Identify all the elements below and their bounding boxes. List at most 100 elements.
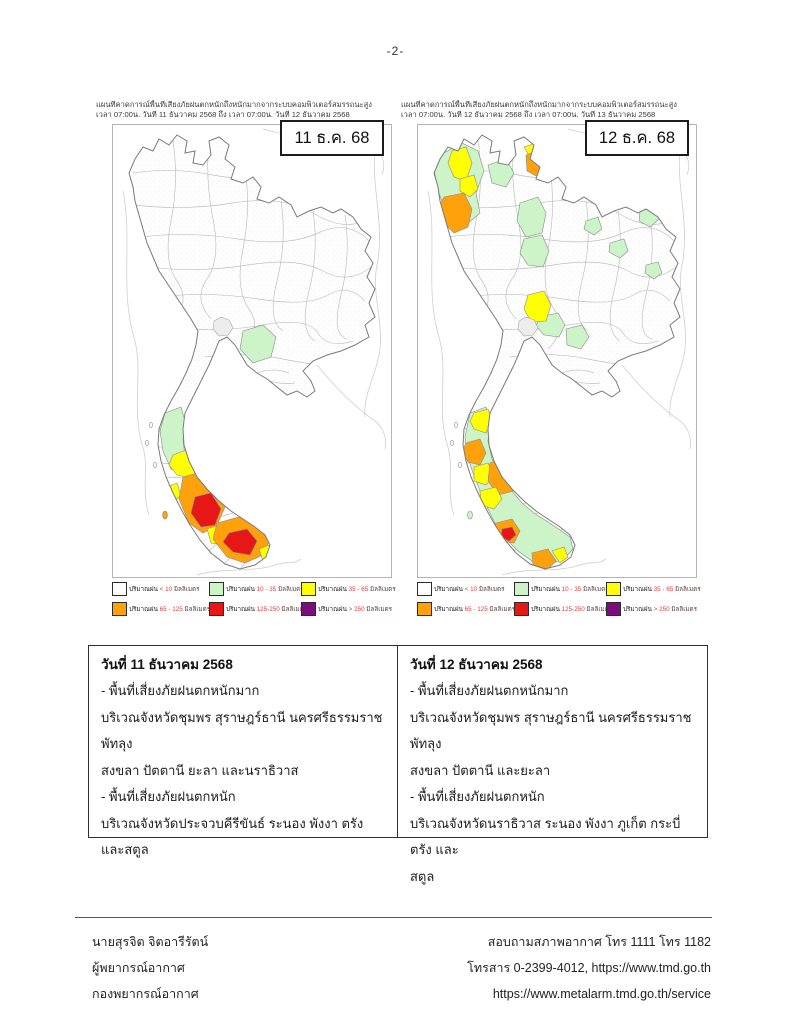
legend-swatch-extreme bbox=[301, 601, 316, 616]
footer-line-forecaster-division: กองพยากรณ์อากาศ bbox=[92, 987, 199, 1001]
legend-prefix: ปริมาณฝน bbox=[434, 585, 463, 593]
footer-line-phone: สอบถามสภาพอากาศ โทร 1111 โทร 1182 bbox=[487, 935, 711, 949]
table-text-line: - พื้นที่เสี่ยงภัยฝนตกหนัก bbox=[101, 789, 236, 804]
table-text-line: - พื้นที่เสี่ยงภัยฝนตกหนัก bbox=[410, 789, 545, 804]
legend-unit: มิลลิเมตร bbox=[675, 585, 701, 593]
legend-prefix: ปริมาณฝน bbox=[531, 585, 560, 593]
legend-unit: มิลลิเมตร bbox=[586, 605, 613, 613]
map-date-label-day2: 12 ธ.ค. 68 bbox=[585, 120, 689, 156]
forecast-map-figure-day1: แผนที่คาดการณ์พื้นที่เสี่ยงภัยฝนตกหนักถึ… bbox=[96, 100, 396, 616]
thailand-rainfall-map-day1 bbox=[122, 128, 386, 576]
map-frame-day1: 11 ธ.ค. 68 bbox=[112, 120, 392, 578]
legend-item: ปริมาณฝน > 250 มิลลิเมตร bbox=[606, 601, 703, 616]
table-text-line: - พื้นที่เสี่ยงภัยฝนตกหนักมาก bbox=[101, 683, 260, 698]
rainfall-legend-day1: ปริมาณฝน < 10 มิลลิเมตร ปริมาณฝน 10 - 35… bbox=[112, 581, 398, 616]
legend-range: 10 - 35 bbox=[561, 585, 582, 593]
legend-range: 35 - 65 bbox=[348, 585, 369, 593]
table-cell-title: วันที่ 11 ธันวาคม 2568 bbox=[101, 657, 233, 672]
legend-item: ปริมาณฝน < 10 มิลลิเมตร bbox=[417, 581, 514, 596]
table-column-day2: วันที่ 12 ธันวาคม 2568 - พื้นที่เสี่ยงภั… bbox=[398, 646, 707, 884]
legend-item: ปริมาณฝน 10 - 35 มิลลิเมตร bbox=[209, 581, 304, 596]
legend-unit: มิลลิเมตร bbox=[671, 605, 697, 613]
map-date-label-day1: 11 ธ.ค. 68 bbox=[280, 120, 384, 156]
legend-item: ปริมาณฝน > 250 มิลลิเมตร bbox=[301, 601, 398, 616]
legend-range: < 10 bbox=[464, 585, 478, 593]
legend-unit: มิลลิเมตร bbox=[583, 585, 609, 593]
legend-prefix: ปริมาณฝน bbox=[318, 585, 347, 593]
table-text-line: - พื้นที่เสี่ยงภัยฝนตกหนักมาก bbox=[410, 683, 569, 698]
footer-line-fax-website: โทรสาร 0-2399-4012, https://www.tmd.go.t… bbox=[467, 961, 711, 975]
legend-range: < 10 bbox=[159, 585, 173, 593]
legend-swatch-none bbox=[112, 581, 127, 596]
legend-unit: มิลลิเมตร bbox=[281, 605, 308, 613]
table-cell-title: วันที่ 12 ธันวาคม 2568 bbox=[410, 657, 543, 672]
map-caption-line1: แผนที่คาดการณ์พื้นที่เสี่ยงภัยฝนตกหนักถึ… bbox=[96, 100, 372, 109]
map-frame-day2: 12 ธ.ค. 68 bbox=[417, 120, 697, 578]
legend-range: 10 - 35 bbox=[256, 585, 277, 593]
legend-item: ปริมาณฝน 125-250 มิลลิเมตร bbox=[209, 601, 307, 616]
table-text-line: บริเวณจังหวัดนราธิวาส ระนอง พังงา ภูเก็ต… bbox=[410, 815, 681, 858]
legend-range: 125-250 bbox=[561, 605, 585, 613]
map-caption-line2: เวลา 07:00น. วันที่ 11 ธันวาคม 2568 ถึง … bbox=[96, 110, 350, 119]
table-text-line: สงขลา ปัตตานี และยะลา bbox=[410, 762, 551, 778]
legend-swatch-heavy bbox=[112, 601, 127, 616]
legend-unit: มิลลิเมตร bbox=[489, 605, 516, 613]
forecast-map-figure-day2: แผนที่คาดการณ์พื้นที่เสี่ยงภัยฝนตกหนักถึ… bbox=[401, 100, 701, 616]
table-text-line: สงขลา ปัตตานี ยะลา และนราธิวาส bbox=[101, 762, 299, 778]
risk-summary-table: วันที่ 11 ธันวาคม 2568 - พื้นที่เสี่ยงภั… bbox=[88, 645, 708, 884]
legend-item: ปริมาณฝน 65 - 125 มิลลิเมตร bbox=[417, 601, 516, 616]
legend-prefix: ปริมาณฝน bbox=[129, 605, 158, 613]
legend-swatch-moderate bbox=[301, 581, 316, 596]
table-text-line: บริเวณจังหวัดชุมพร สุราษฎร์ธานี นครศรีธร… bbox=[410, 709, 692, 752]
footer-divider bbox=[75, 917, 712, 918]
legend-prefix: ปริมาณฝน bbox=[226, 605, 255, 613]
legend-range: 125-250 bbox=[256, 605, 280, 613]
legend-prefix: ปริมาณฝน bbox=[226, 585, 255, 593]
legend-prefix: ปริมาณฝน bbox=[129, 585, 158, 593]
footer-contact-block: สอบถามสภาพอากาศ โทร 1111 โทร 1182 โทรสาร… bbox=[467, 929, 711, 1007]
table-text-line: บริเวณจังหวัดชุมพร สุราษฎร์ธานี นครศรีธร… bbox=[101, 709, 383, 752]
legend-swatch-none bbox=[417, 581, 432, 596]
table-text-line: บริเวณจังหวัดประจวบคีรีขันธ์ ระนอง พังงา… bbox=[101, 815, 364, 858]
legend-item: ปริมาณฝน < 10 มิลลิเมตร bbox=[112, 581, 209, 596]
legend-item: ปริมาณฝน 125-250 มิลลิเมตร bbox=[514, 601, 612, 616]
legend-swatch-moderate bbox=[606, 581, 621, 596]
legend-unit: มิลลิเมตร bbox=[184, 605, 211, 613]
legend-swatch-light bbox=[209, 581, 224, 596]
legend-item: ปริมาณฝน 10 - 35 มิลลิเมตร bbox=[514, 581, 609, 596]
rainfall-legend-day2: ปริมาณฝน < 10 มิลลิเมตร ปริมาณฝน 10 - 35… bbox=[417, 581, 703, 616]
legend-prefix: ปริมาณฝน bbox=[623, 605, 652, 613]
thailand-rainfall-map-day2 bbox=[427, 128, 691, 576]
legend-item: ปริมาณฝน 65 - 125 มิลลิเมตร bbox=[112, 601, 211, 616]
footer-line-service-url: https://www.metalarm.tmd.go.th/service bbox=[492, 987, 711, 1001]
legend-range: 65 - 125 bbox=[464, 605, 488, 613]
legend-unit: มิลลิเมตร bbox=[173, 585, 200, 593]
legend-swatch-very-heavy bbox=[209, 601, 224, 616]
legend-unit: มิลลิเมตร bbox=[278, 585, 304, 593]
legend-prefix: ปริมาณฝน bbox=[623, 585, 652, 593]
map-caption-line2: เวลา 07:00น. วันที่ 12 ธันวาคม 2568 ถึง … bbox=[401, 110, 656, 119]
legend-range: 35 - 65 bbox=[653, 585, 674, 593]
legend-swatch-heavy bbox=[417, 601, 432, 616]
legend-range: > 250 bbox=[348, 605, 365, 613]
legend-prefix: ปริมาณฝน bbox=[318, 605, 347, 613]
legend-swatch-extreme bbox=[606, 601, 621, 616]
legend-prefix: ปริมาณฝน bbox=[434, 605, 463, 613]
legend-range: > 250 bbox=[653, 605, 670, 613]
footer-line-forecaster-role: ผู้พยากรณ์อากาศ bbox=[92, 961, 185, 975]
table-column-day1: วันที่ 11 ธันวาคม 2568 - พื้นที่เสี่ยงภั… bbox=[89, 646, 398, 857]
legend-swatch-very-heavy bbox=[514, 601, 529, 616]
footer-forecaster-block: นายสุรจิต จิตอารีรัตน์ ผู้พยากรณ์อากาศ ก… bbox=[92, 929, 208, 1007]
legend-range: 65 - 125 bbox=[159, 605, 183, 613]
legend-unit: มิลลิเมตร bbox=[370, 585, 396, 593]
legend-swatch-light bbox=[514, 581, 529, 596]
legend-unit: มิลลิเมตร bbox=[366, 605, 392, 613]
legend-unit: มิลลิเมตร bbox=[478, 585, 505, 593]
map-caption-line1: แผนที่คาดการณ์พื้นที่เสี่ยงภัยฝนตกหนักถึ… bbox=[401, 100, 677, 109]
legend-item: ปริมาณฝน 35 - 65 มิลลิเมตร bbox=[606, 581, 703, 596]
footer-line-forecaster-name: นายสุรจิต จิตอารีรัตน์ bbox=[92, 935, 209, 949]
table-text-line: สตูล bbox=[410, 868, 435, 884]
legend-item: ปริมาณฝน 35 - 65 มิลลิเมตร bbox=[301, 581, 398, 596]
page-number: -2- bbox=[386, 44, 405, 58]
